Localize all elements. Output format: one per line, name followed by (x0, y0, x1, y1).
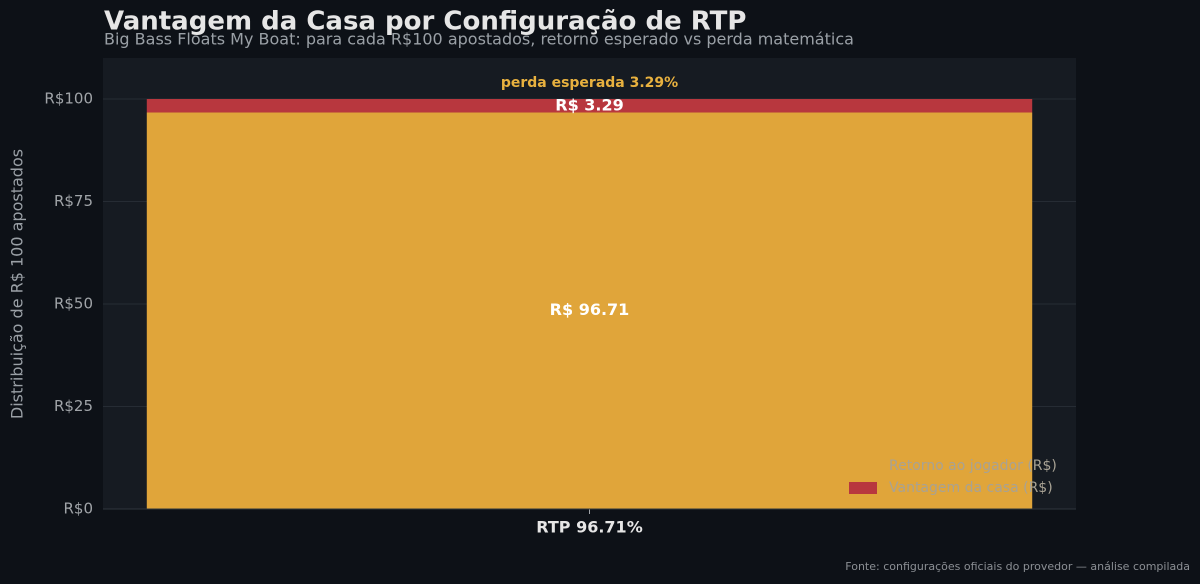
legend-label: Retorno ao jogador (R$) (889, 458, 1057, 474)
y-axis-label: Distribuição de R$ 100 apostados (8, 149, 27, 419)
legend-swatch (849, 460, 877, 472)
legend-label: Vantagem da casa (R$) (889, 480, 1053, 496)
value-label: R$ 96.71 (550, 300, 630, 319)
y-tick-label: R$75 (54, 192, 93, 210)
legend-swatch (849, 482, 877, 494)
y-tick-label: R$0 (63, 500, 93, 518)
value-label: R$ 3.29 (555, 96, 624, 115)
bar-segment (146, 112, 1033, 509)
y-tick-label: R$25 (54, 397, 93, 415)
chart-title: Vantagem da Casa por Configuração de RTP (104, 7, 746, 37)
chart-subtitle: Big Bass Floats My Boat: para cada R$100… (104, 30, 854, 49)
source-note: Fonte: configurações oficiais do provedo… (845, 560, 1190, 573)
bar-segment (146, 99, 1033, 113)
x-tick-label: RTP 96.71% (536, 518, 642, 537)
y-tick-label: R$100 (44, 90, 93, 108)
annotation: perda esperada 3.29% (501, 75, 678, 91)
y-tick-label: R$50 (54, 295, 93, 313)
